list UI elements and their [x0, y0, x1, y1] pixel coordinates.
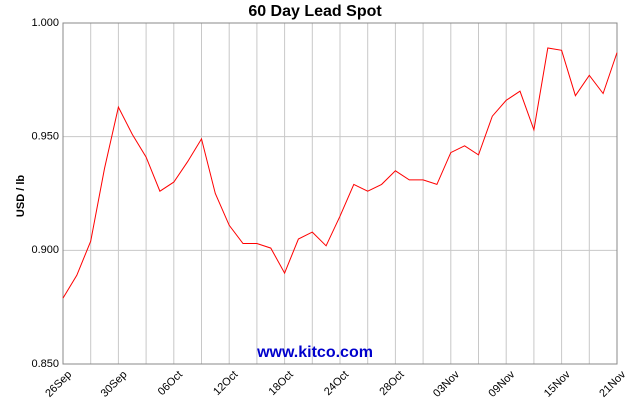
x-tick-label: 18Oct: [267, 369, 296, 398]
x-tick-label: 09Nov: [486, 368, 517, 399]
x-tick-label: 06Oct: [156, 369, 185, 398]
grid: [63, 22, 617, 365]
y-tick-label: 1.000: [31, 17, 59, 29]
watermark: www.kitco.com: [256, 344, 373, 361]
x-tick-label: 24Oct: [322, 369, 351, 398]
x-tick-label: 03Nov: [431, 368, 462, 399]
x-tick-label: 30Sep: [99, 369, 130, 400]
x-tick-label: 26Sep: [43, 369, 74, 400]
plot-frame: [62, 22, 618, 365]
y-tick-label: 0.900: [31, 244, 59, 256]
y-axis-label: USD / lb: [15, 175, 27, 217]
y-tick-label: 0.850: [31, 358, 59, 370]
x-tick-label: 12Oct: [211, 369, 240, 398]
y-tick-label: 0.950: [31, 131, 59, 143]
x-tick-label: 15Nov: [542, 368, 573, 399]
line: [62, 47, 618, 299]
chart-title: 60 Day Lead Spot: [248, 3, 382, 20]
x-tick-label: 28Oct: [377, 369, 406, 398]
x-tick-label: 21Nov: [597, 368, 628, 399]
